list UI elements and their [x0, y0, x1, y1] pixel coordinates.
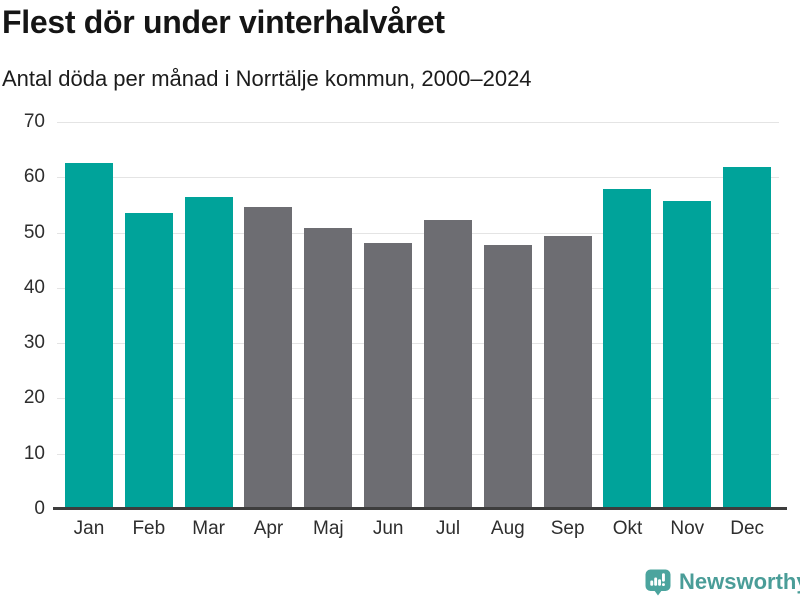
x-tick-label-jul: Jul — [435, 518, 461, 539]
bar-aug — [483, 244, 532, 509]
bar-feb — [124, 213, 173, 509]
y-tick-label-30: 30 — [23, 332, 45, 354]
gridline-10 — [57, 453, 779, 455]
x-tick-label-okt: Okt — [612, 518, 643, 539]
y-tick-label-50: 50 — [23, 221, 45, 243]
gridline-40 — [57, 287, 779, 289]
gridline-20 — [57, 398, 779, 400]
newsworthy-logo-icon — [645, 569, 671, 596]
bar-jul — [423, 220, 472, 509]
x-tick-label-feb: Feb — [132, 518, 166, 539]
gridline-70 — [57, 122, 779, 123]
gridline-50 — [57, 232, 779, 234]
bar-dec — [723, 166, 772, 509]
x-tick-label-dec: Dec — [730, 518, 765, 539]
x-tick-label-nov: Nov — [670, 518, 705, 539]
y-tick-label-20: 20 — [23, 387, 45, 409]
gridline-60 — [57, 177, 779, 179]
plot-area — [57, 122, 779, 509]
y-tick-label-10: 10 — [23, 442, 45, 464]
y-tick-label-0: 0 — [34, 498, 45, 519]
chart-subtitle: Antal döda per månad i Norrtälje kommun,… — [2, 66, 532, 91]
x-tick-label-apr: Apr — [253, 518, 284, 539]
y-tick-label-70: 70 — [23, 111, 45, 132]
bar-mar — [184, 197, 233, 509]
y-tick-label-40: 40 — [23, 276, 45, 298]
x-tick-label-maj: Maj — [313, 518, 344, 539]
x-tick-label-aug: Aug — [490, 518, 525, 539]
x-tick-label-mar: Mar — [192, 518, 226, 539]
newsworthy-logo: Newsworthy — [644, 568, 800, 596]
x-tick-label-jan: Jan — [73, 518, 105, 539]
x-axis-line — [53, 507, 787, 510]
bar-jun — [364, 243, 413, 509]
chart-title: Flest dör under vinterhalvåret — [2, 4, 445, 40]
gridline-30 — [57, 343, 779, 345]
bar-okt — [603, 189, 652, 509]
x-tick-label-jun: Jun — [372, 518, 404, 539]
bar-apr — [244, 206, 293, 509]
bar-nov — [663, 200, 712, 509]
x-tick-label-sep: Sep — [550, 518, 585, 539]
bar-maj — [304, 228, 353, 509]
newsworthy-logo-text: Newsworthy — [679, 569, 800, 594]
bar-jan — [65, 162, 113, 509]
bar-sep — [543, 235, 592, 509]
y-tick-label-60: 60 — [23, 166, 45, 188]
